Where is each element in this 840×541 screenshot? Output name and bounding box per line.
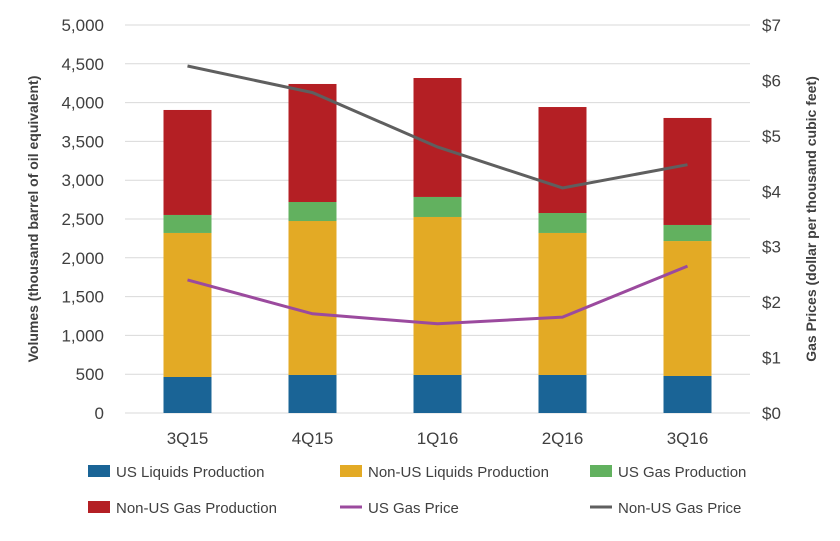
y2-tick-label: $5 bbox=[762, 127, 781, 146]
bar-non-us-gas-production bbox=[413, 78, 462, 197]
y2-tick-label: $0 bbox=[762, 404, 781, 423]
y-tick-label: 4,000 bbox=[61, 94, 104, 113]
x-tick-label: 1Q16 bbox=[417, 429, 459, 448]
bar-non-us-liquids-production bbox=[538, 232, 587, 375]
y-tick-label: 4,500 bbox=[61, 55, 104, 74]
y-tick-label: 2,000 bbox=[61, 249, 104, 268]
bar-us-liquids-production bbox=[163, 376, 212, 413]
y-tick-label: 3,500 bbox=[61, 132, 104, 151]
bar-non-us-gas-production bbox=[288, 83, 337, 203]
y-tick-label: 500 bbox=[76, 365, 104, 384]
bar-non-us-liquids-production bbox=[663, 241, 712, 376]
bar-non-us-gas-production bbox=[663, 117, 712, 225]
y2-axis-label: Gas Prices (dollar per thousand cubic fe… bbox=[803, 76, 819, 362]
bar-us-liquids-production bbox=[288, 374, 337, 413]
line-non-us-gas-price bbox=[187, 64, 688, 190]
y2-tick-label: $6 bbox=[762, 71, 781, 90]
y2-tick-label: $1 bbox=[762, 349, 781, 368]
line-us-gas-price bbox=[187, 264, 689, 326]
bar-us-gas-production bbox=[663, 224, 712, 242]
legend-swatch bbox=[590, 465, 612, 477]
legend-swatch bbox=[88, 501, 110, 513]
bar-non-us-gas-production bbox=[538, 107, 587, 214]
x-tick-label: 3Q16 bbox=[667, 429, 709, 448]
bar-us-liquids-production bbox=[538, 374, 587, 413]
y-tick-label: 2,500 bbox=[61, 210, 104, 229]
bar-non-us-liquids-production bbox=[288, 221, 337, 375]
legend-label: Non-US Gas Production bbox=[116, 500, 277, 517]
legend-label: Non-US Liquids Production bbox=[368, 464, 549, 481]
legend-swatch bbox=[340, 465, 362, 477]
lines bbox=[187, 64, 689, 326]
y-axis-label: Volumes (thousand barrel of oil equivale… bbox=[25, 76, 41, 363]
y2-tick-label: $7 bbox=[762, 16, 781, 35]
legend-label: US Gas Price bbox=[368, 500, 459, 517]
bar-us-gas-production bbox=[538, 213, 587, 233]
legend-swatch bbox=[88, 465, 110, 477]
legend-label: US Gas Production bbox=[618, 464, 746, 481]
legend: US Liquids Production Non-US Liquids Prod… bbox=[88, 464, 746, 517]
bar-non-us-liquids-production bbox=[413, 216, 462, 375]
y2-tick-label: $3 bbox=[762, 238, 781, 257]
y-tick-label: 1,000 bbox=[61, 326, 104, 345]
left-axis-ticks: 0 500 1,000 1,500 2,000 2,500 3,000 3,500 4,000 4… bbox=[61, 16, 104, 423]
bar-us-gas-production bbox=[163, 214, 212, 233]
y-tick-label: 3,000 bbox=[61, 171, 104, 190]
bar-us-gas-production bbox=[288, 202, 337, 222]
y2-tick-label: $4 bbox=[762, 182, 781, 201]
y-tick-label: 5,000 bbox=[61, 16, 104, 35]
x-tick-label: 2Q16 bbox=[542, 429, 584, 448]
right-axis-ticks: $0 $1 $2 $3 $4 $5 $6 $7 bbox=[762, 16, 781, 423]
x-axis-ticks: 3Q15 4Q15 1Q16 2Q16 3Q16 bbox=[167, 429, 709, 448]
x-tick-label: 3Q15 bbox=[167, 429, 209, 448]
y-tick-label: 1,500 bbox=[61, 288, 104, 307]
legend-label: Non-US Gas Price bbox=[618, 500, 741, 517]
legend-label: US Liquids Production bbox=[116, 464, 264, 481]
x-tick-label: 4Q15 bbox=[292, 429, 334, 448]
y-tick-label: 0 bbox=[95, 404, 104, 423]
bars bbox=[163, 78, 712, 413]
bar-us-liquids-production bbox=[413, 374, 462, 413]
bar-non-us-gas-production bbox=[163, 109, 212, 215]
bar-us-liquids-production bbox=[663, 375, 712, 413]
bar-non-us-liquids-production bbox=[163, 232, 212, 377]
bar-us-gas-production bbox=[413, 196, 462, 217]
y2-tick-label: $2 bbox=[762, 293, 781, 312]
